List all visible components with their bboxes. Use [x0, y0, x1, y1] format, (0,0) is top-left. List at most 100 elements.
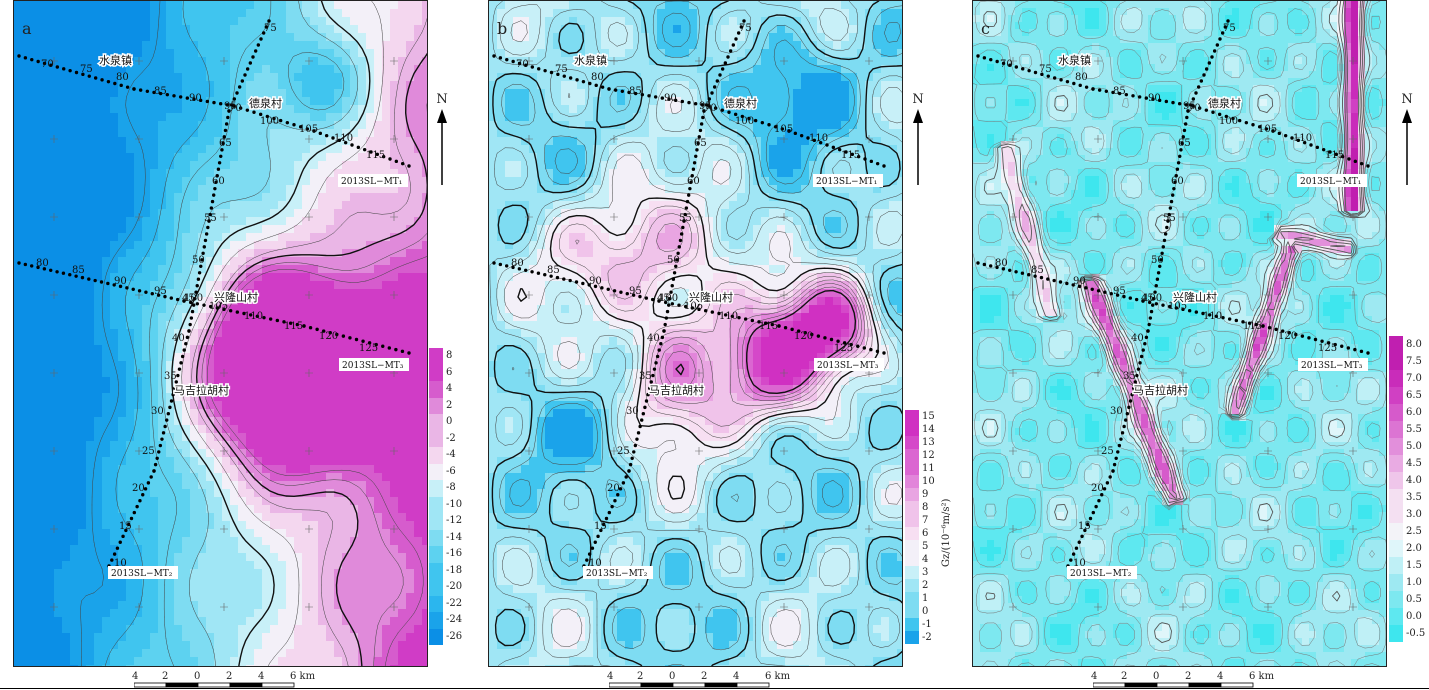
station-label: 95 — [699, 101, 712, 112]
colorbar-swatch — [429, 562, 443, 579]
colorbar-b: 15 14 13 12 11 10 9 8 7 6 5 4 3 2 1 0 -1 -2 Gz/(10⁻⁶m/s²) — [905, 410, 955, 650]
colorbar-tick-label: 2 — [922, 579, 929, 591]
colorbar-tick-label: -8 — [446, 482, 456, 494]
station-label: 70 — [704, 103, 717, 114]
colorbar-tick-label: 6.0 — [1406, 406, 1422, 418]
place-xinglongshan: 兴隆山村 — [1173, 290, 1217, 304]
profile-mt2 — [107, 19, 271, 568]
station-label: 25 — [617, 446, 630, 457]
colorbar-swatch — [1389, 591, 1403, 608]
colorbar-swatch — [905, 579, 919, 592]
station-label: 90 — [1073, 276, 1086, 287]
colorbar-swatch — [1389, 506, 1403, 523]
colorbar-swatch — [1389, 421, 1403, 438]
station-label: 10 — [589, 558, 602, 569]
colorbar-swatch — [1389, 353, 1403, 370]
colorbar-swatch — [905, 410, 919, 423]
station-label: 75 — [80, 64, 93, 75]
station-label: 115 — [759, 321, 778, 332]
map-panel-c: 70 75 80 85 90 95 100 105 110 115 80 85 90 95 100 105 11… — [972, 0, 1387, 667]
place-shuiquan: 水泉镇 — [574, 53, 607, 67]
colorbar-swatch — [905, 566, 919, 579]
colorbar-tick-label: -2 — [922, 631, 932, 643]
colorbar-tick-label: -6 — [446, 465, 456, 477]
station-label: 55 — [679, 213, 692, 224]
colorbar-swatch — [1389, 557, 1403, 574]
colorbar-swatch — [905, 501, 919, 514]
scale-tick-label: 2 — [226, 671, 233, 682]
colorbar-tick-label: 4.5 — [1406, 457, 1422, 469]
colorbar-swatch — [905, 592, 919, 605]
colorbar-tick-label: 2.5 — [1406, 525, 1422, 537]
colorbar-tick-label: -10 — [446, 498, 463, 510]
colorbar-swatch — [429, 579, 443, 596]
colorbar-tick-label: 10 — [922, 475, 935, 487]
scale-tick-label: 2 — [701, 671, 708, 682]
station-label: 85 — [1113, 86, 1126, 97]
station-label: 80 — [995, 258, 1008, 269]
contour-lines — [80, 1, 427, 666]
station-label: 25 — [142, 446, 155, 457]
colorbar-tick-label: 7.5 — [1406, 355, 1422, 367]
colorbar-swatch — [429, 612, 443, 629]
place-dequan: 德泉村 — [249, 96, 282, 110]
profile-label-mt3: 2013SL−MT₃ — [342, 361, 404, 371]
profile-label-mt1: 2013SL−MT₁ — [1300, 177, 1361, 187]
colorbar-title: Gz/(10⁻⁶m/s²) — [941, 498, 952, 567]
station-label: 10 — [1073, 558, 1086, 569]
colorbar-tick-label: -4 — [446, 449, 456, 461]
station-label: 25 — [1101, 446, 1114, 457]
panel-label-b: b — [497, 19, 508, 38]
station-label: 20 — [607, 483, 620, 494]
contour-map-c: 70 75 80 85 90 95 100 105 110 115 80 85 90 95 100 105 11… — [973, 1, 1386, 666]
station-label: 125 — [359, 343, 378, 354]
north-arrow-icon — [437, 109, 447, 185]
colorbar-swatch — [429, 447, 443, 464]
scale-tick-label: 4 — [607, 671, 614, 682]
colorbar-swatch — [429, 628, 443, 645]
station-label: 65 — [694, 138, 707, 149]
colorbar-swatch — [1389, 404, 1403, 421]
colorbar-tick-label: 0.0 — [1406, 610, 1422, 622]
station-label: 90 — [589, 276, 602, 287]
north-arrow-b: N — [908, 92, 928, 191]
station-label: 115 — [841, 150, 860, 161]
profile-label-mt3: 2013SL−MT₃ — [817, 361, 879, 371]
colorbar-swatch — [905, 475, 919, 488]
station-label: 20 — [132, 483, 145, 494]
profile-mt2 — [582, 19, 746, 568]
colorbar-tick-label: 0.5 — [1406, 593, 1422, 605]
profile-label-mt1: 2013SL−MT₁ — [341, 177, 402, 187]
north-arrow-icon — [1402, 109, 1412, 185]
colorbar-tick-label: 8 — [922, 501, 929, 513]
colorbar-tick-label: 2 — [446, 399, 453, 411]
station-label: 15 — [1078, 521, 1091, 532]
colorbar-tick-label: -14 — [446, 531, 463, 543]
station-label: 120 — [794, 331, 813, 342]
place-shuiquan: 水泉镇 — [1058, 53, 1091, 67]
colorbar-tick-label: 0 — [446, 416, 453, 428]
station-label: 105 — [774, 124, 793, 135]
station-label: 70 — [1188, 103, 1201, 114]
colorbar-swatch — [429, 430, 443, 447]
station-label: 40 — [172, 333, 185, 344]
colorbar-tick-label: 2.0 — [1406, 542, 1422, 554]
colorbar-swatch — [429, 381, 443, 398]
survey-overlay: 70 75 80 85 90 95 100 105 110 115 80 85 90 95 100 105 11… — [17, 19, 411, 579]
colorbar-tick-label: 3.0 — [1406, 508, 1422, 520]
colorbar-tick-label: -24 — [446, 614, 463, 626]
colorbar-tick-label: -26 — [446, 630, 463, 642]
station-label: 75 — [739, 23, 752, 34]
colorbar-swatch — [1389, 438, 1403, 455]
station-label: 45 — [657, 293, 670, 304]
station-label: 95 — [1113, 286, 1126, 297]
grid-crosses — [1009, 57, 1357, 611]
station-label: 70 — [41, 59, 54, 70]
colorbar-swatch — [429, 480, 443, 497]
scale-tick-label: 2 — [637, 671, 644, 682]
station-label: 65 — [219, 138, 232, 149]
place-majilahu: 马吉拉胡村 — [174, 383, 229, 397]
north-arrow-a: N — [432, 92, 452, 191]
north-arrow-c: N — [1397, 92, 1417, 191]
place-shuiquan: 水泉镇 — [99, 53, 132, 67]
